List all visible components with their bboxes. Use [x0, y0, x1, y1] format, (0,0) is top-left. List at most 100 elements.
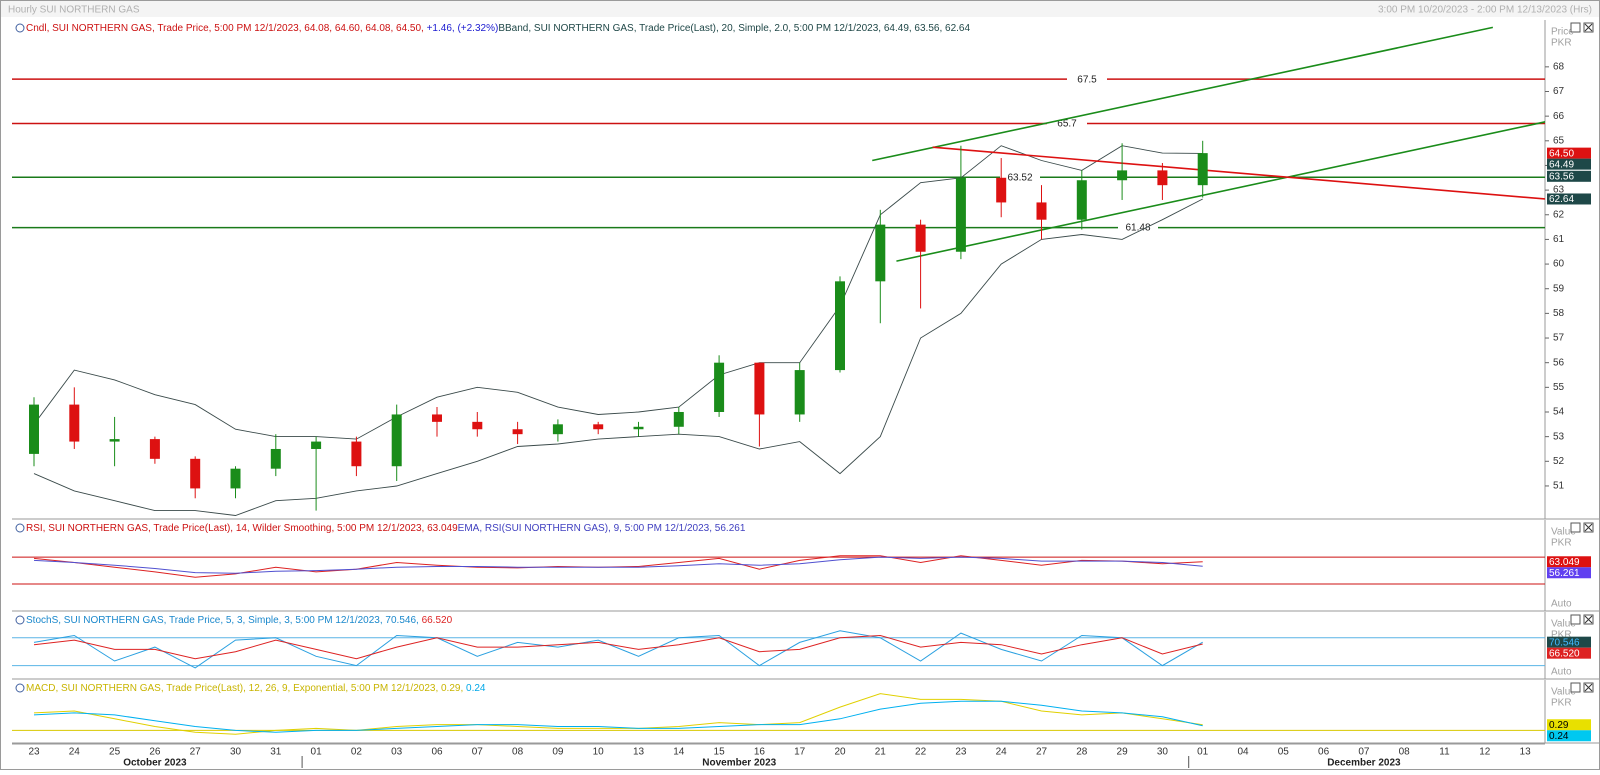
legend-icon: [15, 683, 25, 693]
candle-body: [432, 414, 442, 422]
x-tick-label: 25: [109, 747, 121, 758]
panel-close-x: [1584, 23, 1593, 32]
x-tick-label: 13: [633, 747, 645, 758]
x-tick-label: 02: [351, 747, 363, 758]
plot-area: [12, 555, 1545, 585]
x-tick-label: 13: [1520, 747, 1532, 758]
axis-label: Price: [1551, 27, 1574, 38]
candle-body: [1117, 170, 1128, 181]
candle-body: [955, 177, 966, 252]
value-box-label: 62.64: [1549, 194, 1574, 205]
y-tick-label: 54: [1553, 407, 1565, 418]
level-label-bg: [1118, 221, 1158, 234]
candle-body: [875, 224, 886, 282]
x-tick-label: 01: [1197, 747, 1209, 758]
x-tick-label: 06: [431, 747, 443, 758]
indicator-line: [33, 634, 1203, 660]
month-label: December 2023: [1327, 758, 1401, 769]
x-tick-label: 11: [1439, 747, 1450, 758]
panel-minimize[interactable]: [1570, 22, 1581, 33]
axis-label: PKR: [1551, 38, 1572, 49]
level-label: 61.48: [1125, 223, 1150, 234]
indicator-line: [33, 630, 1203, 669]
value-box: [1547, 636, 1591, 648]
bollinger-band: [33, 198, 1203, 516]
y-tick-label: 56: [1553, 357, 1565, 368]
value-box-label: 56.261: [1549, 568, 1580, 579]
y-tick-label: 59: [1553, 283, 1565, 294]
axis-label: Value: [1551, 527, 1576, 538]
y-tick-label: 63: [1553, 185, 1565, 196]
axis-label: Value: [1551, 687, 1576, 698]
panel-minimize[interactable]: [1570, 682, 1581, 693]
x-tick-label: 31: [270, 747, 282, 758]
x-tick-label: 22: [915, 747, 927, 758]
window-title: Hourly SUI NORTHERN GAS: [8, 5, 140, 16]
x-tick-label: 30: [1157, 747, 1169, 758]
candle-body: [149, 439, 160, 459]
y-tick-label: 60: [1553, 259, 1565, 270]
value-box-label: 66.520: [1549, 648, 1580, 659]
y-tick-label: 65: [1553, 135, 1565, 146]
candle-body: [1197, 153, 1208, 186]
x-tick-label: 20: [834, 747, 846, 758]
value-box-label: 0.29: [1549, 720, 1569, 731]
axis-label: PKR: [1551, 698, 1572, 709]
candle-body: [1036, 202, 1047, 220]
panel-close-x: [1584, 523, 1593, 532]
legend: Cndl, SUI NORTHERN GAS, Trade Price, 5:0…: [26, 23, 970, 34]
legend-entry: StochS, SUI NORTHERN GAS, Trade Price, 5…: [26, 615, 422, 626]
x-tick-label: 07: [1358, 747, 1370, 758]
x-tick-label: 06: [1318, 747, 1330, 758]
level-label-bg: [1000, 171, 1040, 184]
value-box-label: 64.50: [1549, 148, 1574, 159]
x-tick-label: 03: [391, 747, 403, 758]
x-tick-label: 05: [1278, 747, 1290, 758]
candle-body: [593, 424, 604, 430]
panel-minimize[interactable]: [1570, 522, 1581, 533]
legend-entry: BBand, SUI NORTHERN GAS, Trade Price(Las…: [498, 23, 970, 34]
y-tick-label: 52: [1553, 456, 1565, 467]
indicator-line: [33, 700, 1203, 733]
candle-body: [673, 411, 684, 427]
x-tick-label: 21: [875, 747, 887, 758]
x-tick-label: 01: [311, 747, 323, 758]
candle-body: [794, 370, 805, 415]
candle-body: [230, 468, 241, 489]
y-tick-label: 58: [1553, 308, 1565, 319]
plot-area: [12, 693, 1545, 735]
x-tick-label: 09: [552, 747, 564, 758]
date-range: 3:00 PM 10/20/2023 - 2:00 PM 12/13/2023 …: [1378, 5, 1592, 16]
trendline: [872, 26, 1494, 162]
legend-icon: [15, 615, 25, 625]
y-tick-label: 68: [1553, 61, 1565, 72]
panel-close-x: [1584, 683, 1593, 692]
panel-minimize[interactable]: [1570, 614, 1581, 625]
axis-label: PKR: [1551, 538, 1572, 549]
axis-label: Value: [1551, 619, 1576, 630]
x-tick-label: 26: [149, 747, 161, 758]
x-tick-label: 15: [714, 747, 726, 758]
y-tick-label: 61: [1553, 234, 1565, 245]
candle-body: [1076, 180, 1087, 220]
indicator-line: [33, 556, 1203, 574]
value-box: [1547, 158, 1591, 170]
value-box: [1547, 719, 1591, 731]
value-box: [1547, 193, 1591, 205]
x-tick-label: 29: [1117, 747, 1129, 758]
candle-body: [190, 458, 201, 489]
level-label: 63.52: [1007, 172, 1032, 183]
y-tick-label: 67: [1553, 86, 1565, 97]
value-box-label: 63.56: [1549, 171, 1574, 182]
legend: RSI, SUI NORTHERN GAS, Trade Price(Last)…: [26, 523, 746, 534]
candle-body: [311, 441, 322, 449]
value-box: [1547, 170, 1591, 182]
value-box-label: 70.546: [1549, 637, 1580, 648]
candle-body: [270, 448, 281, 469]
x-tick-label: 10: [593, 747, 605, 758]
x-tick-label: 23: [955, 747, 967, 758]
legend-entry: RSI, SUI NORTHERN GAS, Trade Price(Last)…: [26, 523, 458, 534]
candle-body: [1157, 170, 1168, 186]
indicator-line: [33, 693, 1203, 735]
